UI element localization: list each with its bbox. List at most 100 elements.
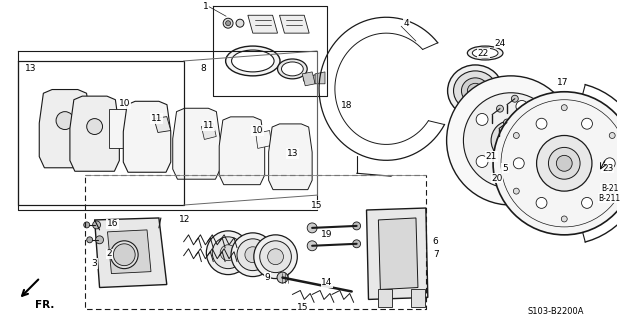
Circle shape (561, 105, 567, 111)
Text: S103-B2200A: S103-B2200A (528, 307, 584, 316)
Text: 18: 18 (341, 101, 353, 110)
Ellipse shape (113, 244, 135, 266)
Circle shape (556, 155, 572, 171)
Polygon shape (110, 109, 129, 148)
Circle shape (513, 132, 520, 139)
Circle shape (95, 236, 103, 244)
Text: 11: 11 (202, 121, 214, 130)
Text: 23: 23 (602, 164, 614, 173)
Polygon shape (70, 96, 120, 171)
Circle shape (516, 169, 528, 180)
Polygon shape (280, 15, 309, 33)
Text: 7: 7 (433, 250, 439, 259)
Circle shape (212, 237, 244, 268)
Polygon shape (411, 290, 425, 308)
Circle shape (260, 241, 292, 273)
Ellipse shape (110, 241, 138, 268)
Ellipse shape (277, 59, 307, 79)
Text: 1: 1 (202, 2, 208, 11)
Circle shape (223, 18, 233, 28)
Circle shape (511, 95, 518, 102)
Text: 13: 13 (24, 64, 36, 73)
Text: FR.: FR. (36, 300, 55, 310)
Circle shape (476, 156, 488, 167)
Polygon shape (173, 108, 220, 179)
Polygon shape (108, 230, 151, 274)
Text: 16: 16 (107, 220, 118, 228)
Text: 6: 6 (433, 237, 439, 246)
Text: 20: 20 (492, 174, 503, 183)
Ellipse shape (447, 65, 503, 116)
Circle shape (536, 197, 547, 208)
Polygon shape (219, 117, 265, 185)
Text: 24: 24 (495, 39, 506, 48)
Circle shape (277, 272, 288, 283)
Polygon shape (378, 218, 418, 290)
Circle shape (87, 119, 103, 134)
Text: 21: 21 (485, 152, 497, 161)
Circle shape (581, 197, 592, 208)
Circle shape (315, 75, 323, 83)
Text: 9: 9 (265, 273, 270, 282)
Text: 11: 11 (151, 114, 163, 123)
Circle shape (307, 223, 317, 233)
Text: 19: 19 (321, 230, 333, 239)
Circle shape (93, 221, 100, 229)
Ellipse shape (467, 46, 503, 60)
Text: 17: 17 (556, 78, 568, 87)
Circle shape (536, 118, 547, 129)
Circle shape (609, 132, 615, 139)
Circle shape (83, 222, 90, 228)
Polygon shape (315, 72, 325, 84)
Text: 3: 3 (92, 259, 97, 268)
Circle shape (503, 119, 510, 126)
Polygon shape (123, 101, 171, 172)
Ellipse shape (467, 83, 483, 98)
Ellipse shape (282, 62, 303, 76)
Circle shape (206, 231, 250, 275)
Ellipse shape (472, 48, 498, 58)
Circle shape (236, 19, 244, 27)
Circle shape (464, 93, 558, 188)
Text: 10: 10 (252, 126, 264, 135)
Ellipse shape (454, 71, 497, 111)
Circle shape (491, 121, 531, 160)
Circle shape (245, 247, 261, 263)
Circle shape (353, 222, 361, 230)
Circle shape (311, 75, 319, 83)
Circle shape (581, 118, 592, 129)
Circle shape (513, 188, 520, 194)
Circle shape (604, 158, 615, 169)
Circle shape (548, 148, 580, 179)
Text: 14: 14 (321, 278, 333, 287)
Polygon shape (378, 290, 392, 308)
Circle shape (516, 100, 528, 112)
Text: B-21: B-21 (601, 184, 619, 193)
Circle shape (497, 105, 503, 112)
Text: 5: 5 (502, 164, 508, 173)
Circle shape (231, 233, 275, 276)
Polygon shape (154, 116, 171, 132)
Circle shape (353, 240, 361, 248)
Circle shape (237, 239, 269, 271)
Text: B-211: B-211 (599, 194, 621, 203)
Circle shape (513, 158, 524, 169)
Circle shape (609, 188, 615, 194)
Text: 22: 22 (478, 49, 489, 58)
Circle shape (561, 216, 567, 222)
Circle shape (536, 135, 592, 191)
Polygon shape (269, 124, 312, 190)
Text: 12: 12 (179, 215, 190, 224)
Circle shape (56, 112, 74, 130)
Circle shape (268, 249, 283, 265)
Polygon shape (248, 15, 277, 33)
Polygon shape (256, 131, 272, 148)
Text: 15: 15 (297, 303, 308, 312)
Circle shape (254, 235, 297, 279)
Text: 4: 4 (403, 19, 409, 28)
Text: 15: 15 (312, 201, 323, 210)
Ellipse shape (226, 46, 280, 76)
Ellipse shape (462, 78, 489, 104)
Circle shape (501, 131, 521, 150)
Text: 8: 8 (201, 64, 206, 73)
